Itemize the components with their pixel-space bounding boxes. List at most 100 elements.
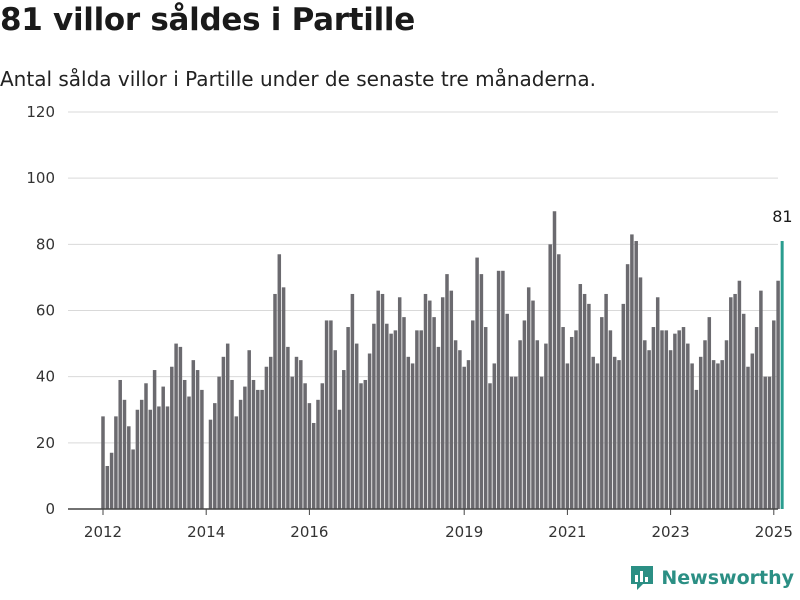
bar <box>230 379 234 509</box>
bar <box>703 340 707 509</box>
y-tick-label: 0 <box>45 500 55 518</box>
brand-name: Newsworthy <box>661 567 794 589</box>
bar <box>363 379 368 509</box>
bar <box>483 327 488 509</box>
bar <box>531 300 535 509</box>
bar <box>634 241 638 509</box>
bar <box>182 379 187 509</box>
bar <box>561 327 565 509</box>
bar <box>694 389 699 509</box>
bar <box>729 297 733 509</box>
bar <box>754 327 759 509</box>
bar <box>440 297 445 509</box>
bar <box>281 287 286 509</box>
bar <box>195 370 200 509</box>
bar <box>178 346 183 509</box>
bar <box>247 350 251 509</box>
x-tick-label: 2019 <box>445 523 483 541</box>
bar <box>582 293 587 509</box>
bar <box>746 366 750 509</box>
bars <box>101 211 784 510</box>
bar <box>716 363 720 509</box>
bar <box>376 290 380 509</box>
bar <box>217 376 221 509</box>
bar <box>668 350 673 509</box>
bar <box>290 376 294 509</box>
bar <box>475 257 479 509</box>
bar <box>170 366 174 509</box>
bar <box>608 330 613 509</box>
bar <box>690 363 694 509</box>
y-axis-ticks: 0 20 40 60 80 100 120 <box>26 103 55 518</box>
bar <box>213 403 217 509</box>
bar <box>445 274 449 509</box>
bar-highlight <box>780 241 784 509</box>
bar <box>311 422 316 509</box>
bar <box>385 323 389 509</box>
bar <box>595 363 600 509</box>
bar <box>286 346 290 509</box>
bar <box>346 327 350 509</box>
bar <box>354 343 359 509</box>
bar <box>471 320 475 509</box>
bar <box>612 356 617 509</box>
bar <box>492 363 497 509</box>
chart-title: 81 villor såldes i Partille <box>0 2 415 38</box>
bar <box>307 403 312 509</box>
bar <box>772 320 776 509</box>
bar <box>501 270 505 509</box>
chart-subtitle: Antal sålda villor i Partille under de s… <box>0 67 596 91</box>
bar <box>324 320 329 509</box>
bar <box>677 330 681 509</box>
bar <box>625 264 630 509</box>
bar <box>238 399 243 509</box>
bar <box>264 366 269 509</box>
bar <box>544 343 548 509</box>
bar <box>234 416 239 509</box>
bar <box>617 360 621 510</box>
x-tick-label: 2025 <box>755 523 793 541</box>
bar <box>165 406 170 509</box>
y-tick-label: 80 <box>36 235 55 253</box>
bar <box>410 363 415 509</box>
bar <box>591 356 595 509</box>
bar <box>372 323 376 509</box>
y-tick-label: 100 <box>26 169 55 187</box>
bar <box>109 452 114 509</box>
bar <box>256 389 260 509</box>
brand-logo[interactable]: Newsworthy <box>629 564 794 592</box>
last-value-label: 81 <box>772 207 792 226</box>
bar <box>200 389 204 509</box>
bar <box>144 383 148 509</box>
bar <box>514 376 518 509</box>
bar <box>535 340 540 509</box>
bar <box>243 386 247 509</box>
bar <box>221 356 226 509</box>
bar <box>664 330 669 509</box>
bar <box>415 330 419 509</box>
x-tick-label: 2016 <box>290 523 328 541</box>
bar <box>737 280 742 509</box>
bar <box>574 330 578 509</box>
bar <box>303 383 307 509</box>
y-tick-label: 20 <box>36 434 55 452</box>
bar <box>299 360 303 510</box>
bar <box>488 383 492 509</box>
bar <box>152 370 157 509</box>
bar <box>329 320 333 509</box>
bar <box>522 320 527 509</box>
bar <box>621 303 626 509</box>
bar <box>741 313 746 509</box>
bar <box>578 284 583 509</box>
bar <box>763 376 767 509</box>
bar <box>402 317 406 509</box>
bar <box>673 333 677 509</box>
bar <box>389 333 393 509</box>
bar <box>367 353 372 509</box>
bar <box>277 254 282 509</box>
bar <box>101 416 105 509</box>
bar <box>720 360 724 510</box>
bar <box>651 327 656 509</box>
bar <box>733 293 737 509</box>
bar <box>569 336 574 509</box>
